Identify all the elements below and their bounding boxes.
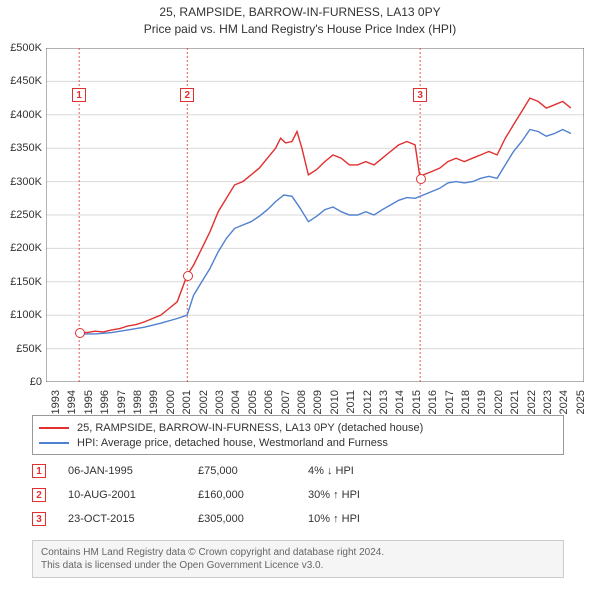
y-tick-label: £250K (2, 209, 42, 221)
transaction-row: 2 10-AUG-2001£160,00030% ↑ HPI (32, 483, 564, 507)
y-tick-label: £400K (2, 109, 42, 121)
y-tick-label: £300K (2, 176, 42, 188)
legend-item-0: 25, RAMPSIDE, BARROW-IN-FURNESS, LA13 0P… (39, 420, 557, 435)
marker-box-2: 2 (180, 88, 194, 102)
y-tick-label: £150K (2, 276, 42, 288)
attribution-line-2: This data is licensed under the Open Gov… (41, 559, 555, 572)
y-tick-label: £350K (2, 142, 42, 154)
transaction-dot-3 (416, 174, 426, 184)
transaction-date: 06-JAN-1995 (68, 465, 198, 477)
marker-box-3: 3 (413, 88, 427, 102)
transaction-marker-box: 3 (32, 512, 46, 526)
transaction-delta: 4% ↓ HPI (308, 465, 448, 477)
transaction-marker-box: 2 (32, 488, 46, 502)
y-tick-label: £0 (2, 376, 42, 388)
transaction-delta: 10% ↑ HPI (308, 513, 448, 525)
transaction-marker-box: 1 (32, 464, 46, 478)
title-line-2: Price paid vs. HM Land Registry's House … (0, 21, 600, 38)
x-tick-label: 2025 (575, 390, 587, 420)
transaction-dot-2 (183, 271, 193, 281)
legend: 25, RAMPSIDE, BARROW-IN-FURNESS, LA13 0P… (32, 415, 564, 455)
chart-title: 25, RAMPSIDE, BARROW-IN-FURNESS, LA13 0P… (0, 0, 600, 38)
line-chart (46, 48, 584, 382)
transactions-table: 1 06-JAN-1995£75,0004% ↓ HPI 2 10-AUG-2001£… (32, 459, 564, 531)
y-tick-label: £50K (2, 343, 42, 355)
transaction-price: £160,000 (198, 489, 308, 501)
transaction-dot-1 (75, 328, 85, 338)
attribution-line-1: Contains HM Land Registry data © Crown c… (41, 546, 555, 559)
legend-label: 25, RAMPSIDE, BARROW-IN-FURNESS, LA13 0P… (77, 422, 423, 434)
legend-swatch (39, 427, 69, 429)
title-line-1: 25, RAMPSIDE, BARROW-IN-FURNESS, LA13 0P… (0, 4, 600, 21)
transaction-row: 1 06-JAN-1995£75,0004% ↓ HPI (32, 459, 564, 483)
legend-item-1: HPI: Average price, detached house, West… (39, 435, 557, 450)
y-tick-label: £200K (2, 242, 42, 254)
y-tick-label: £100K (2, 309, 42, 321)
marker-box-1: 1 (72, 88, 86, 102)
legend-label: HPI: Average price, detached house, West… (77, 437, 388, 449)
y-tick-label: £500K (2, 42, 42, 54)
transaction-row: 3 23-OCT-2015£305,00010% ↑ HPI (32, 507, 564, 531)
transaction-delta: 30% ↑ HPI (308, 489, 448, 501)
legend-swatch (39, 442, 69, 444)
transaction-price: £305,000 (198, 513, 308, 525)
transaction-date: 10-AUG-2001 (68, 489, 198, 501)
figure: 25, RAMPSIDE, BARROW-IN-FURNESS, LA13 0P… (0, 0, 600, 590)
attribution-box: Contains HM Land Registry data © Crown c… (32, 540, 564, 578)
transaction-date: 23-OCT-2015 (68, 513, 198, 525)
y-tick-label: £450K (2, 75, 42, 87)
transaction-price: £75,000 (198, 465, 308, 477)
plot-area: 1 2 3 (46, 48, 584, 382)
